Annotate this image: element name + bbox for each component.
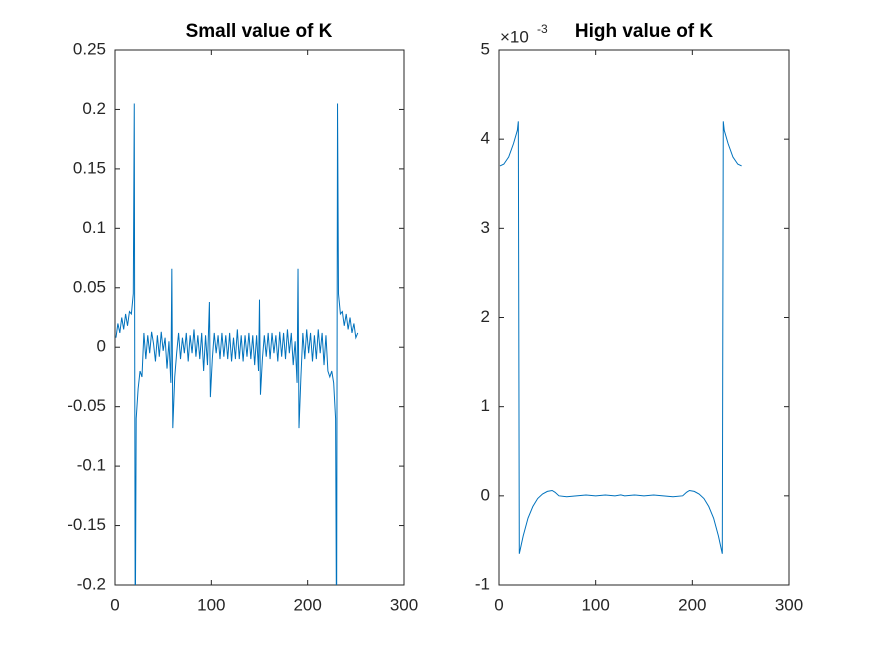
plot-area <box>115 103 359 585</box>
y-exponent: -3 <box>537 22 548 36</box>
y-tick-label: 1 <box>481 396 490 415</box>
y-tick-label: 0 <box>481 485 490 504</box>
y-tick-label: -0.05 <box>67 396 106 415</box>
x-tick-label: 100 <box>581 595 609 614</box>
x-tick-label: 200 <box>293 595 321 614</box>
x-tick-label: 100 <box>197 595 225 614</box>
x-tick-label: 200 <box>678 595 706 614</box>
chart-title: Small value of K <box>186 21 333 42</box>
y-tick-label: 4 <box>481 129 490 148</box>
y-tick-label: 0.25 <box>73 39 106 58</box>
x-tick-label: 300 <box>390 595 418 614</box>
plot-area <box>499 121 742 554</box>
x-tick-label: 0 <box>494 595 503 614</box>
y-tick-label: 0.15 <box>73 158 106 177</box>
y-tick-label: -1 <box>475 574 490 593</box>
y-tick-label: -0.2 <box>77 574 106 593</box>
y-tick-label: 0.2 <box>82 99 106 118</box>
x-tick-label: 0 <box>110 595 119 614</box>
y-tick-label: 0 <box>97 337 106 356</box>
x-tick-label: 300 <box>775 595 803 614</box>
y-tick-label: 5 <box>481 39 490 58</box>
y-tick-label: 0.1 <box>82 218 106 237</box>
y-exponent-base: ×10 <box>500 27 529 46</box>
y-tick-label: -0.1 <box>77 456 106 475</box>
y-tick-label: 0.05 <box>73 277 106 296</box>
chart-title: High value of K <box>575 21 714 42</box>
y-tick-label: 2 <box>481 307 490 326</box>
y-tick-label: 3 <box>481 218 490 237</box>
y-tick-label: -0.15 <box>67 515 106 534</box>
data-line <box>499 121 742 554</box>
axes-frame <box>498 49 790 586</box>
data-line <box>115 103 359 585</box>
